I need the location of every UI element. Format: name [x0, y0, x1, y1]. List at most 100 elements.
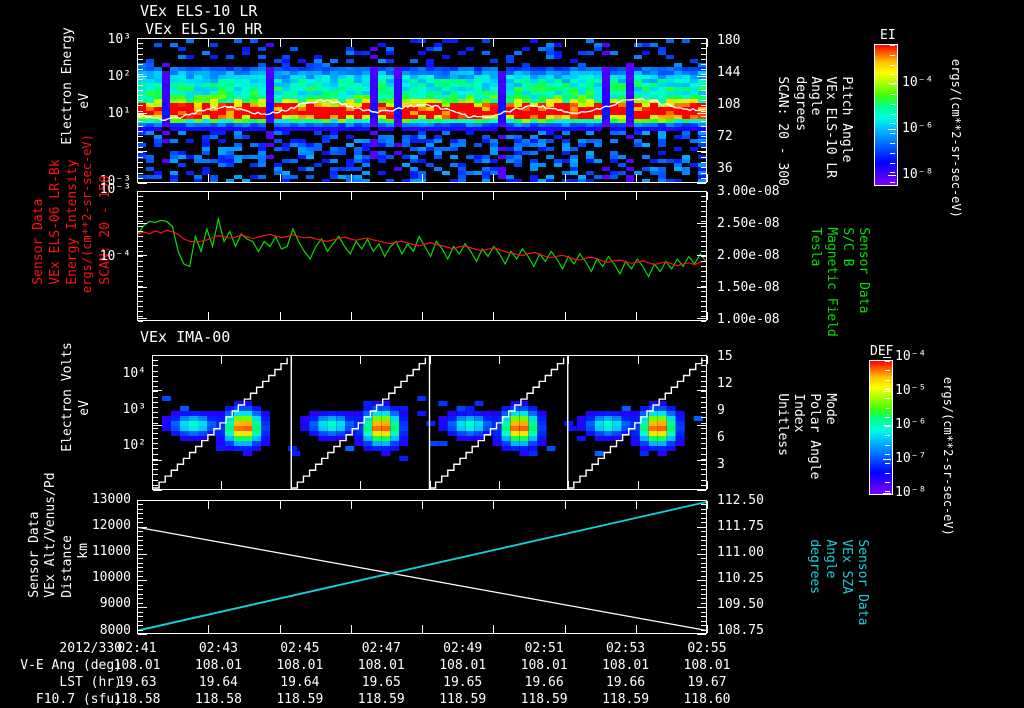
tick-label: 10³ [122, 402, 146, 417]
tick-x-top [137, 39, 138, 47]
tick-minor-left [153, 438, 158, 439]
tick-minor-right [701, 226, 706, 227]
panel2-right-axis-title-2: Magnetic Field [809, 196, 854, 337]
tick-x-bottom [351, 174, 352, 182]
panel2-right-axis-title-4: Sensor Data [841, 196, 886, 316]
tick-x-top [422, 501, 423, 509]
tick-minor-left [138, 38, 143, 39]
footer-cell: 108.01 [276, 658, 324, 673]
colorbar-tick [883, 493, 891, 494]
tick-minor-left [153, 417, 158, 418]
tick-minor-right [701, 630, 706, 631]
tick-minor-right [701, 365, 706, 366]
colorbar2-unit: ergs/(cm**2-sr-sec-eV) [927, 348, 969, 536]
footer-cell: 02:45 [280, 641, 320, 656]
tick-minor-left [138, 191, 143, 192]
tick-minor-right [701, 402, 706, 403]
colorbar-minor-tick [890, 113, 895, 115]
tick-label: 108.75 [717, 623, 764, 638]
tick-major-right [697, 223, 706, 224]
panel1-right-axis-title-3: Angle [793, 45, 838, 180]
tick-minor-left [138, 316, 143, 317]
tick-minor-right [701, 321, 706, 322]
tick-minor-left [138, 522, 143, 523]
tick-major-left [138, 255, 147, 256]
tick-minor-right [701, 397, 706, 398]
colorbar-minor-tick [885, 472, 890, 474]
panel4-right-sensor-data: Sensor Data [855, 539, 870, 626]
tick-minor-left [138, 630, 143, 631]
tick-x-bottom [221, 481, 222, 489]
colorbar-minor-tick [890, 74, 895, 76]
tick-minor-left [138, 580, 143, 581]
tick-minor-left [138, 167, 143, 168]
panel3-right-polar-angle: Polar Angle [807, 393, 822, 480]
panel3-spectrogram-canvas [153, 356, 706, 489]
tick-x-top [360, 356, 361, 364]
colorbar-tick-label: 10⁻⁴ [895, 349, 927, 364]
panel1-right-axis-sensor: VEx ELS-10 LR [823, 76, 838, 179]
tick-x-top [291, 356, 292, 364]
tick-minor-left [138, 589, 143, 590]
tick-minor-left [138, 607, 143, 608]
tick-minor-left [153, 464, 158, 465]
footer-cell: 02:41 [117, 641, 157, 656]
tick-label: 2.00e-08 [717, 248, 780, 263]
panel2-lines-canvas [138, 192, 706, 320]
tick-minor-right [701, 261, 706, 262]
tick-minor-right [701, 386, 706, 387]
tick-minor-left [153, 355, 158, 356]
tick-label: 10⁻⁴ [99, 249, 131, 264]
tick-x-bottom [152, 481, 153, 489]
tick-minor-left [138, 571, 143, 572]
tick-x-top [707, 39, 708, 47]
tick-minor-left [138, 246, 143, 247]
tick-x-top [565, 39, 566, 47]
tick-x-bottom [137, 625, 138, 633]
tick-x-bottom [360, 481, 361, 489]
tick-minor-right [701, 152, 706, 153]
tick-minor-right [701, 281, 706, 282]
colorbar-minor-tick [890, 162, 895, 164]
tick-x-bottom [208, 312, 209, 320]
colorbar-minor-tick [890, 103, 895, 105]
tick-label: 10³ [107, 32, 131, 47]
tick-x-bottom [499, 481, 500, 489]
tick-minor-right [701, 191, 706, 192]
tick-major-left [138, 76, 147, 77]
tick-label: 72 [717, 129, 733, 144]
tick-minor-left [138, 59, 143, 60]
tick-x-bottom [422, 625, 423, 633]
tick-minor-right [701, 211, 706, 212]
tick-minor-left [153, 443, 158, 444]
tick-minor-right [701, 74, 706, 75]
tick-minor-right [701, 381, 706, 382]
tick-minor-left [138, 136, 143, 137]
tick-minor-left [138, 201, 143, 202]
tick-minor-right [701, 480, 706, 481]
tick-minor-left [138, 540, 143, 541]
tick-label: 108 [717, 97, 741, 112]
tick-minor-right [701, 69, 706, 70]
footer-cell: 19.64 [198, 675, 238, 690]
footer-cell: 118.60 [683, 692, 731, 707]
tick-minor-right [701, 417, 706, 418]
panel1-spectrogram-canvas [138, 39, 706, 182]
tick-minor-left [138, 48, 143, 49]
tick-minor-right [701, 59, 706, 60]
tick-minor-left [138, 157, 143, 158]
tick-minor-right [701, 301, 706, 302]
tick-minor-right [701, 527, 706, 528]
tick-minor-left [153, 402, 158, 403]
tick-minor-right [701, 167, 706, 168]
colorbar-minor-tick [885, 416, 890, 418]
footer-cell: 02:43 [198, 641, 238, 656]
tick-minor-left [153, 448, 158, 449]
tick-minor-right [701, 360, 706, 361]
tick-minor-right [701, 540, 706, 541]
tick-minor-left [153, 480, 158, 481]
tick-x-bottom [565, 625, 566, 633]
tick-minor-right [701, 423, 706, 424]
tick-minor-right [701, 412, 706, 413]
tick-minor-right [701, 105, 706, 106]
